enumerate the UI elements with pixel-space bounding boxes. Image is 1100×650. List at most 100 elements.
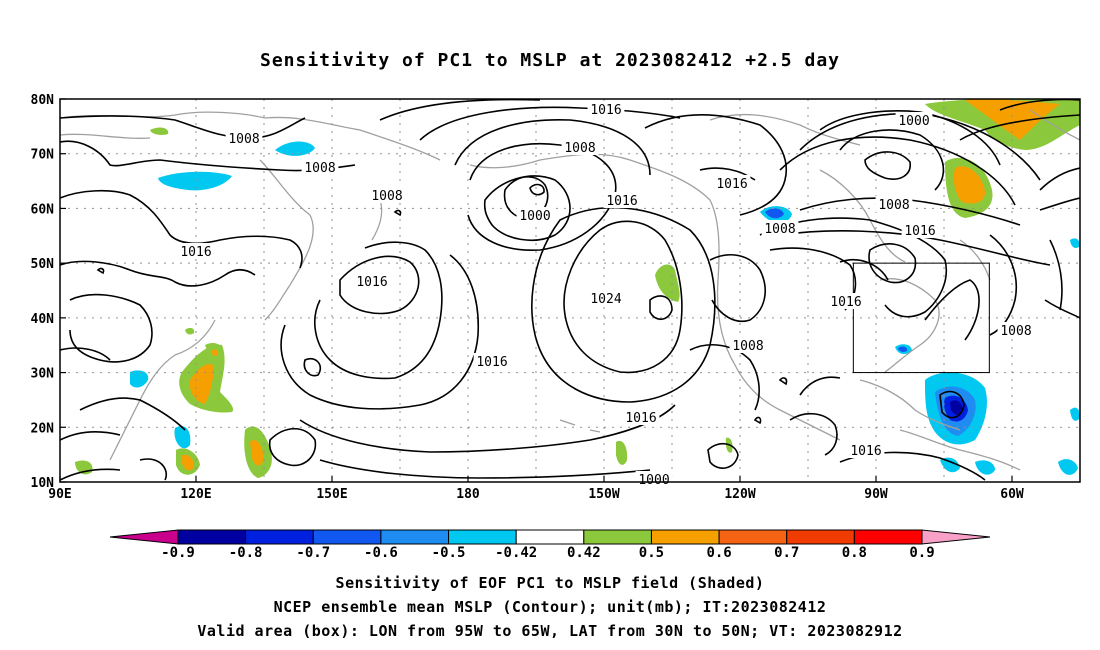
colorbar-tick-label: 0.8	[842, 545, 867, 561]
contour-label-bg	[997, 322, 1035, 338]
lon-label: 120W	[724, 487, 755, 502]
colorbar-cell	[448, 529, 517, 545]
contour-label: 1008	[228, 132, 259, 147]
contour-label: 1000	[898, 114, 929, 129]
contour-label-bg	[875, 196, 913, 212]
colorbar-tick-label: 0.42	[567, 545, 601, 561]
contour-label-bg	[713, 175, 751, 191]
colorbar: -0.9 -0.8 -0.7 -0.6 -0.5 -0.42 0.42 0.5 0.6 0.7 0.…	[109, 529, 991, 561]
contour-label: 1008	[878, 198, 909, 213]
contour-label: 1024	[590, 292, 621, 307]
contour-label: 1016	[476, 355, 507, 370]
contour-label-bg	[353, 273, 391, 289]
lon-label: 120E	[180, 487, 211, 502]
contour-label: 1016	[830, 295, 861, 310]
caption-line-1: Sensitivity of EOF PC1 to MSLP field (Sh…	[335, 574, 765, 592]
lat-label: 60N	[31, 202, 55, 217]
mslp-contours	[60, 99, 1080, 481]
lon-label: 60W	[1000, 487, 1024, 502]
contour-label: 1016	[904, 224, 935, 239]
shaded-sensitivity	[75, 99, 1080, 478]
colorbar-cell	[109, 529, 179, 545]
lat-label: 40N	[31, 312, 55, 327]
contour-label: 1016	[850, 444, 881, 459]
contour-label: 1016	[180, 245, 211, 260]
contour-label: 1008	[1000, 324, 1031, 339]
graticule	[60, 99, 1080, 482]
contour-label: 1016	[716, 177, 747, 192]
lat-label: 30N	[31, 367, 55, 382]
contour-label: 1008	[764, 222, 795, 237]
colorbar-cell	[515, 529, 585, 545]
colorbar-cell	[650, 529, 720, 545]
contour-label: 1016	[625, 411, 656, 426]
colorbar-tick-label: 0.6	[706, 545, 731, 561]
colorbar-tick-label: 0.7	[774, 545, 799, 561]
contour-label: 1008	[304, 161, 335, 176]
colorbar-tick-label: -0.5	[432, 545, 466, 561]
contour-label-bg	[603, 192, 641, 208]
lon-label: 180	[456, 487, 480, 502]
contour-label-bg	[225, 130, 263, 146]
colorbar-tick-label: -0.7	[296, 545, 330, 561]
contour-label: 1016	[590, 103, 621, 118]
contour-label: 1000	[519, 209, 550, 224]
contour-label: 1008	[732, 339, 763, 354]
colorbar-cell	[921, 529, 991, 545]
colorbar-cell	[583, 529, 652, 545]
lat-label: 50N	[31, 257, 55, 272]
contour-label: 1016	[356, 275, 387, 290]
lat-label: 10N	[31, 476, 55, 491]
contour-label-bg	[622, 409, 660, 425]
colorbar-tick-label: -0.8	[229, 545, 263, 561]
contour-label: 1016	[606, 194, 637, 209]
colorbar-cell	[718, 529, 788, 545]
caption-line-3: Valid area (box): LON from 95W to 65W, L…	[197, 622, 903, 640]
lon-label: 90W	[864, 487, 888, 502]
contour-label-bg	[761, 220, 799, 236]
contour-label-bg	[729, 337, 767, 353]
contour-label-bg	[177, 243, 215, 259]
colorbar-cell	[177, 529, 247, 545]
colorbar-tick-label: 0.9	[909, 545, 934, 561]
contour-label: 1008	[371, 189, 402, 204]
colorbar-tick-label: 0.5	[639, 545, 664, 561]
colorbar-cell	[245, 529, 314, 545]
lat-label: 70N	[31, 148, 55, 163]
longitude-labels: 90E 120E 150E 180 150W 120W 90W 60W	[48, 476, 1024, 502]
colorbar-tick-label: -0.9	[161, 545, 195, 561]
contour-label-bg	[895, 112, 933, 128]
colorbar-cell	[380, 529, 450, 545]
valid-area-box	[852, 262, 990, 374]
contour-label-bg	[587, 101, 625, 117]
map-title: Sensitivity of PC1 to MSLP at 2023082412…	[259, 50, 840, 71]
colorbar-tick-label: -0.6	[364, 545, 398, 561]
contour-label-bg	[847, 442, 885, 458]
lat-label: 80N	[31, 93, 55, 108]
contour-label-bg	[368, 187, 406, 203]
colorbar-cell	[786, 529, 855, 545]
contour-label-bg	[516, 207, 554, 223]
contour-label-bg	[473, 353, 511, 369]
contour-label: 1000	[638, 473, 669, 488]
lon-label: 150W	[588, 487, 619, 502]
lat-label: 20N	[31, 421, 55, 436]
lon-label: 150E	[316, 487, 347, 502]
contour-label-bg	[587, 290, 625, 306]
contour-label-bg	[827, 293, 865, 309]
colorbar-tick-label: -0.42	[495, 545, 537, 561]
contour-label: 1008	[564, 141, 595, 156]
caption-line-2: NCEP ensemble mean MSLP (Contour); unit(…	[273, 598, 827, 616]
colorbar-cell	[853, 529, 923, 545]
map-frame	[59, 98, 1081, 483]
colorbar-cell	[312, 529, 382, 545]
latitude-labels: 10N 20N 30N 40N 50N 60N 70N 80N	[31, 93, 66, 491]
contour-label-bg	[561, 139, 599, 155]
coastlines	[60, 109, 1080, 471]
contour-label-bg	[635, 471, 673, 487]
contour-labels: 1016 1008 1008 1008 1016 1000 1008 1016 1016 1024…	[177, 101, 1035, 488]
contour-label-bg	[301, 159, 339, 175]
contour-label-bg	[901, 222, 939, 238]
lon-label: 90E	[48, 487, 71, 502]
